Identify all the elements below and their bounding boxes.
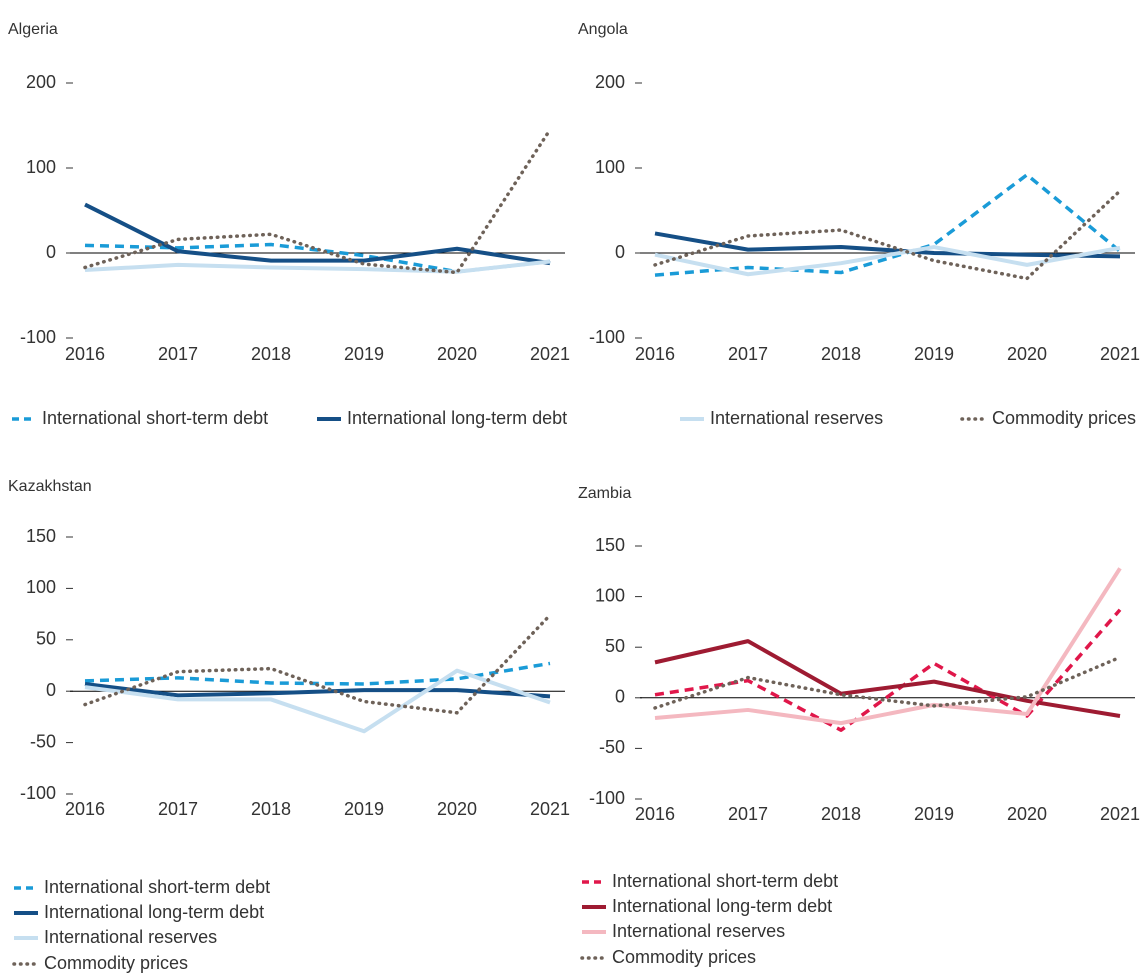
legend-label: International long-term debt	[612, 896, 832, 916]
series-line	[83, 128, 552, 275]
legend-label: International long-term debt	[347, 408, 567, 428]
x-tick-label: 2019	[914, 344, 954, 364]
x-tick-label: 2016	[635, 344, 675, 364]
legend-label: International short-term debt	[612, 871, 838, 891]
x-tick-label: 2020	[437, 799, 477, 819]
x-tick-label: 2017	[728, 344, 768, 364]
x-tick-label: 2020	[1007, 804, 1047, 824]
x-tick-label: 2020	[437, 344, 477, 364]
panel-title: Kazakhstan	[8, 478, 92, 495]
x-tick-label: 2021	[1100, 804, 1140, 824]
y-tick-label: 50	[605, 636, 625, 656]
x-tick-label: 2018	[821, 344, 861, 364]
legend-label: International short-term debt	[44, 877, 270, 897]
series-line	[84, 661, 551, 686]
series-line	[84, 202, 551, 266]
y-tick-label: 100	[26, 577, 56, 597]
series-line	[653, 655, 1122, 710]
x-tick-label: 2019	[914, 804, 954, 824]
y-tick-label: 200	[595, 72, 625, 92]
y-tick-label: 150	[595, 535, 625, 555]
panel-title: Algeria	[8, 21, 58, 38]
series-line	[654, 639, 1121, 718]
x-tick-label: 2017	[158, 799, 198, 819]
x-tick-label: 2018	[251, 344, 291, 364]
y-tick-label: 100	[26, 157, 56, 177]
x-tick-label: 2021	[530, 799, 570, 819]
series-line	[654, 608, 1122, 732]
series-line	[654, 231, 1121, 259]
series-line	[84, 259, 551, 274]
series-line	[653, 189, 1122, 281]
x-tick-label: 2019	[344, 344, 384, 364]
y-tick-label: 0	[615, 242, 625, 262]
series-line	[654, 173, 1122, 277]
legend-label: International reserves	[44, 927, 217, 947]
y-tick-label: 150	[26, 526, 56, 546]
x-tick-label: 2020	[1007, 344, 1047, 364]
panel-title: Zambia	[578, 485, 631, 502]
y-tick-label: -50	[30, 731, 56, 751]
y-tick-label: -100	[589, 788, 625, 808]
legend-label: International long-term debt	[44, 902, 264, 922]
y-tick-label: 100	[595, 157, 625, 177]
legend-label: International reserves	[710, 408, 883, 428]
series-line	[84, 682, 551, 699]
y-tick-label: -100	[20, 783, 56, 803]
x-tick-label: 2018	[821, 804, 861, 824]
legend-label: Commodity prices	[992, 408, 1136, 428]
legend-label: International short-term debt	[42, 408, 268, 428]
y-tick-label: -50	[599, 737, 625, 757]
y-tick-label: -100	[20, 327, 56, 347]
y-tick-label: 0	[615, 687, 625, 707]
x-tick-label: 2017	[158, 344, 198, 364]
y-tick-label: 0	[46, 680, 56, 700]
x-tick-label: 2016	[635, 804, 675, 824]
series-line	[654, 245, 1121, 277]
y-tick-label: -100	[589, 327, 625, 347]
series-line	[84, 668, 551, 734]
x-tick-label: 2021	[530, 344, 570, 364]
legend-label: Commodity prices	[44, 953, 188, 973]
x-tick-label: 2018	[251, 799, 291, 819]
panel-title: Angola	[578, 21, 628, 38]
y-tick-label: 50	[36, 629, 56, 649]
y-tick-label: 0	[46, 242, 56, 262]
x-tick-label: 2016	[65, 799, 105, 819]
legend-label: International reserves	[612, 921, 785, 941]
series-line	[83, 613, 552, 715]
x-tick-label: 2021	[1100, 344, 1140, 364]
x-tick-label: 2016	[65, 344, 105, 364]
x-tick-label: 2019	[344, 799, 384, 819]
y-tick-label: 100	[595, 585, 625, 605]
x-tick-label: 2017	[728, 804, 768, 824]
y-tick-label: 200	[26, 72, 56, 92]
legend-label: Commodity prices	[612, 947, 756, 967]
